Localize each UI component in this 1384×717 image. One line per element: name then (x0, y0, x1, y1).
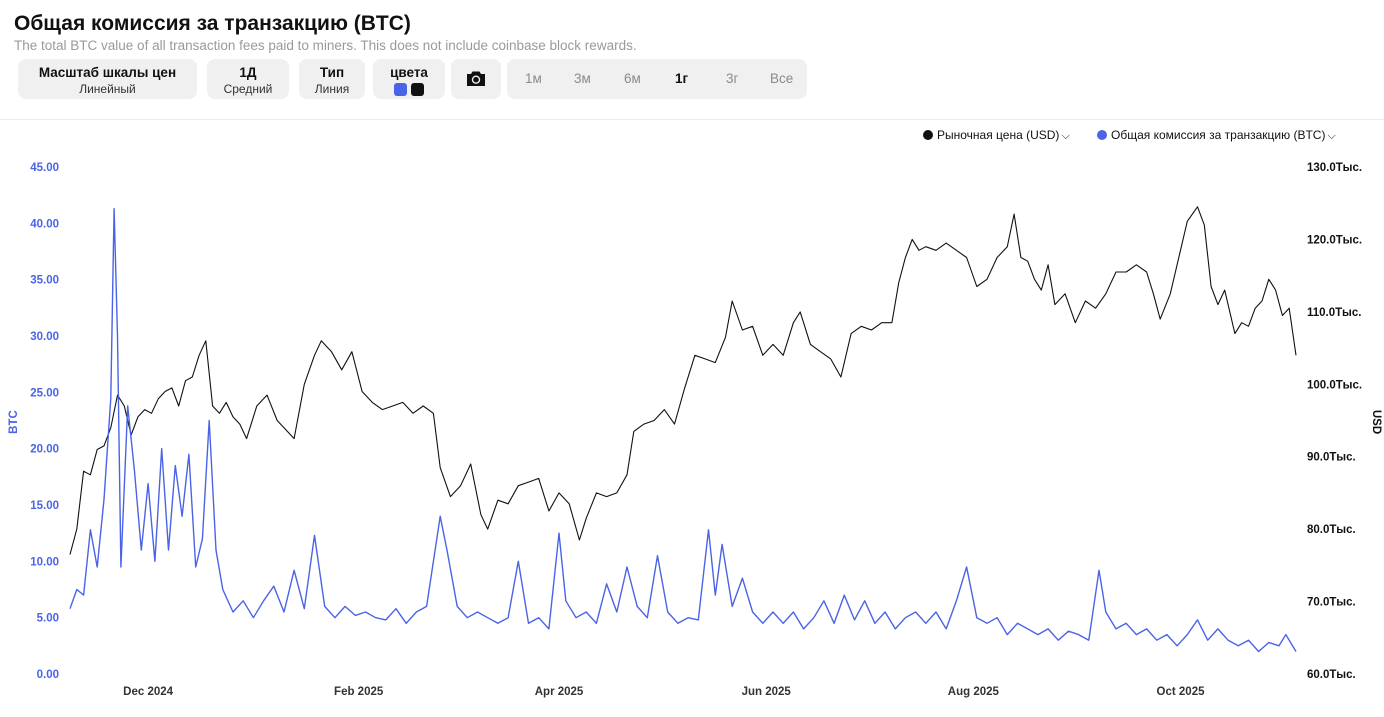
range-1y-button[interactable]: 1г (675, 71, 689, 86)
x-tick-label: Oct 2025 (1157, 686, 1206, 698)
page-subtitle: The total BTC value of all transaction f… (14, 38, 637, 53)
colors-button[interactable]: цвета (373, 59, 445, 99)
legend-price-label: Рыночная цена (USD) (937, 128, 1060, 142)
y-right-tick-label: 100.0Тыс. (1307, 379, 1362, 391)
y-left-tick-label: 25.00 (30, 387, 59, 399)
y-left-tick-label: 0.00 (37, 669, 59, 681)
y-left-tick-label: 45.00 (30, 162, 59, 174)
scale-selector-label: Масштаб шкалы цен (38, 65, 177, 80)
y-left-tick-label: 5.00 (37, 613, 59, 625)
screenshot-button[interactable] (451, 59, 501, 99)
range-all-button[interactable]: Все (770, 71, 794, 86)
legend-item-fees[interactable]: Общая комиссия за транзакцию (BTC) ⌵ (1097, 128, 1336, 143)
y-right-tick-label: 80.0Тыс. (1307, 524, 1356, 536)
y-left-tick-label: 10.00 (30, 556, 59, 568)
x-tick-label: Jun 2025 (742, 686, 792, 698)
price-series-line (69, 206, 1297, 555)
range-3y-button[interactable]: 3г (726, 71, 739, 86)
toolbar-divider (0, 119, 1384, 120)
scale-selector-button[interactable]: Масштаб шкалы цен Линейный (18, 59, 197, 99)
y-left-tick-label: 35.00 (30, 275, 59, 287)
interval-selector-button[interactable]: 1Д Средний (207, 59, 289, 99)
y-left-tick-label: 20.00 (30, 444, 59, 456)
y-left-tick-label: 40.00 (30, 218, 59, 230)
camera-icon (467, 71, 485, 86)
x-tick-label: Dec 2024 (123, 686, 173, 698)
chart-type-button[interactable]: Тип Линия (299, 59, 365, 99)
chart-type-value: Линия (314, 82, 350, 96)
color-swatch-fees[interactable] (394, 83, 407, 96)
y-right-tick-label: 70.0Тыс. (1307, 597, 1356, 609)
y-right-tick-label: 110.0Тыс. (1307, 307, 1361, 319)
scale-selector-value: Линейный (79, 82, 136, 96)
interval-selector-label: 1Д (239, 65, 257, 80)
x-tick-label: Aug 2025 (948, 686, 1000, 698)
range-selector-group (507, 59, 807, 99)
legend-price-dot (923, 130, 933, 140)
chart-area[interactable]: 0.00 5.00 10.00 15.00 20.00 25.00 30.00 35.00 40… (0, 140, 1384, 717)
interval-selector-value: Средний (223, 82, 273, 96)
chevron-down-icon: ⌵ (1061, 130, 1070, 142)
y-right-tick-label: 60.0Тыс. (1307, 669, 1356, 681)
y-left-tick-label: 30.00 (30, 331, 59, 343)
legend-item-price[interactable]: Рыночная цена (USD) ⌵ (923, 128, 1070, 143)
y-right-tick-label: 120.0Тыс. (1307, 234, 1362, 246)
x-tick-label: Feb 2025 (334, 686, 384, 698)
y-right-tick-label: 130.0Тыс. (1307, 162, 1362, 174)
colors-label: цвета (390, 65, 428, 80)
y-right-tick-label: 90.0Тыс. (1307, 452, 1356, 464)
page-title: Общая комиссия за транзакцию (BTC) (14, 12, 411, 35)
range-1m-button[interactable]: 1м (525, 71, 542, 86)
legend-fees-dot (1097, 130, 1107, 140)
x-tick-label: Apr 2025 (535, 686, 584, 698)
y-left-axis-label: BTC (8, 410, 20, 434)
range-3m-button[interactable]: 3м (574, 71, 591, 86)
range-6m-button[interactable]: 6м (624, 71, 641, 86)
y-left-tick-label: 15.00 (30, 500, 59, 512)
fees-series-line (69, 208, 1297, 653)
legend-fees-label: Общая комиссия за транзакцию (BTC) (1111, 128, 1326, 142)
color-swatch-price[interactable] (411, 83, 424, 96)
chart-type-label: Тип (319, 65, 345, 80)
y-right-axis-label: USD (1370, 410, 1382, 434)
chevron-down-icon: ⌵ (1327, 130, 1336, 142)
